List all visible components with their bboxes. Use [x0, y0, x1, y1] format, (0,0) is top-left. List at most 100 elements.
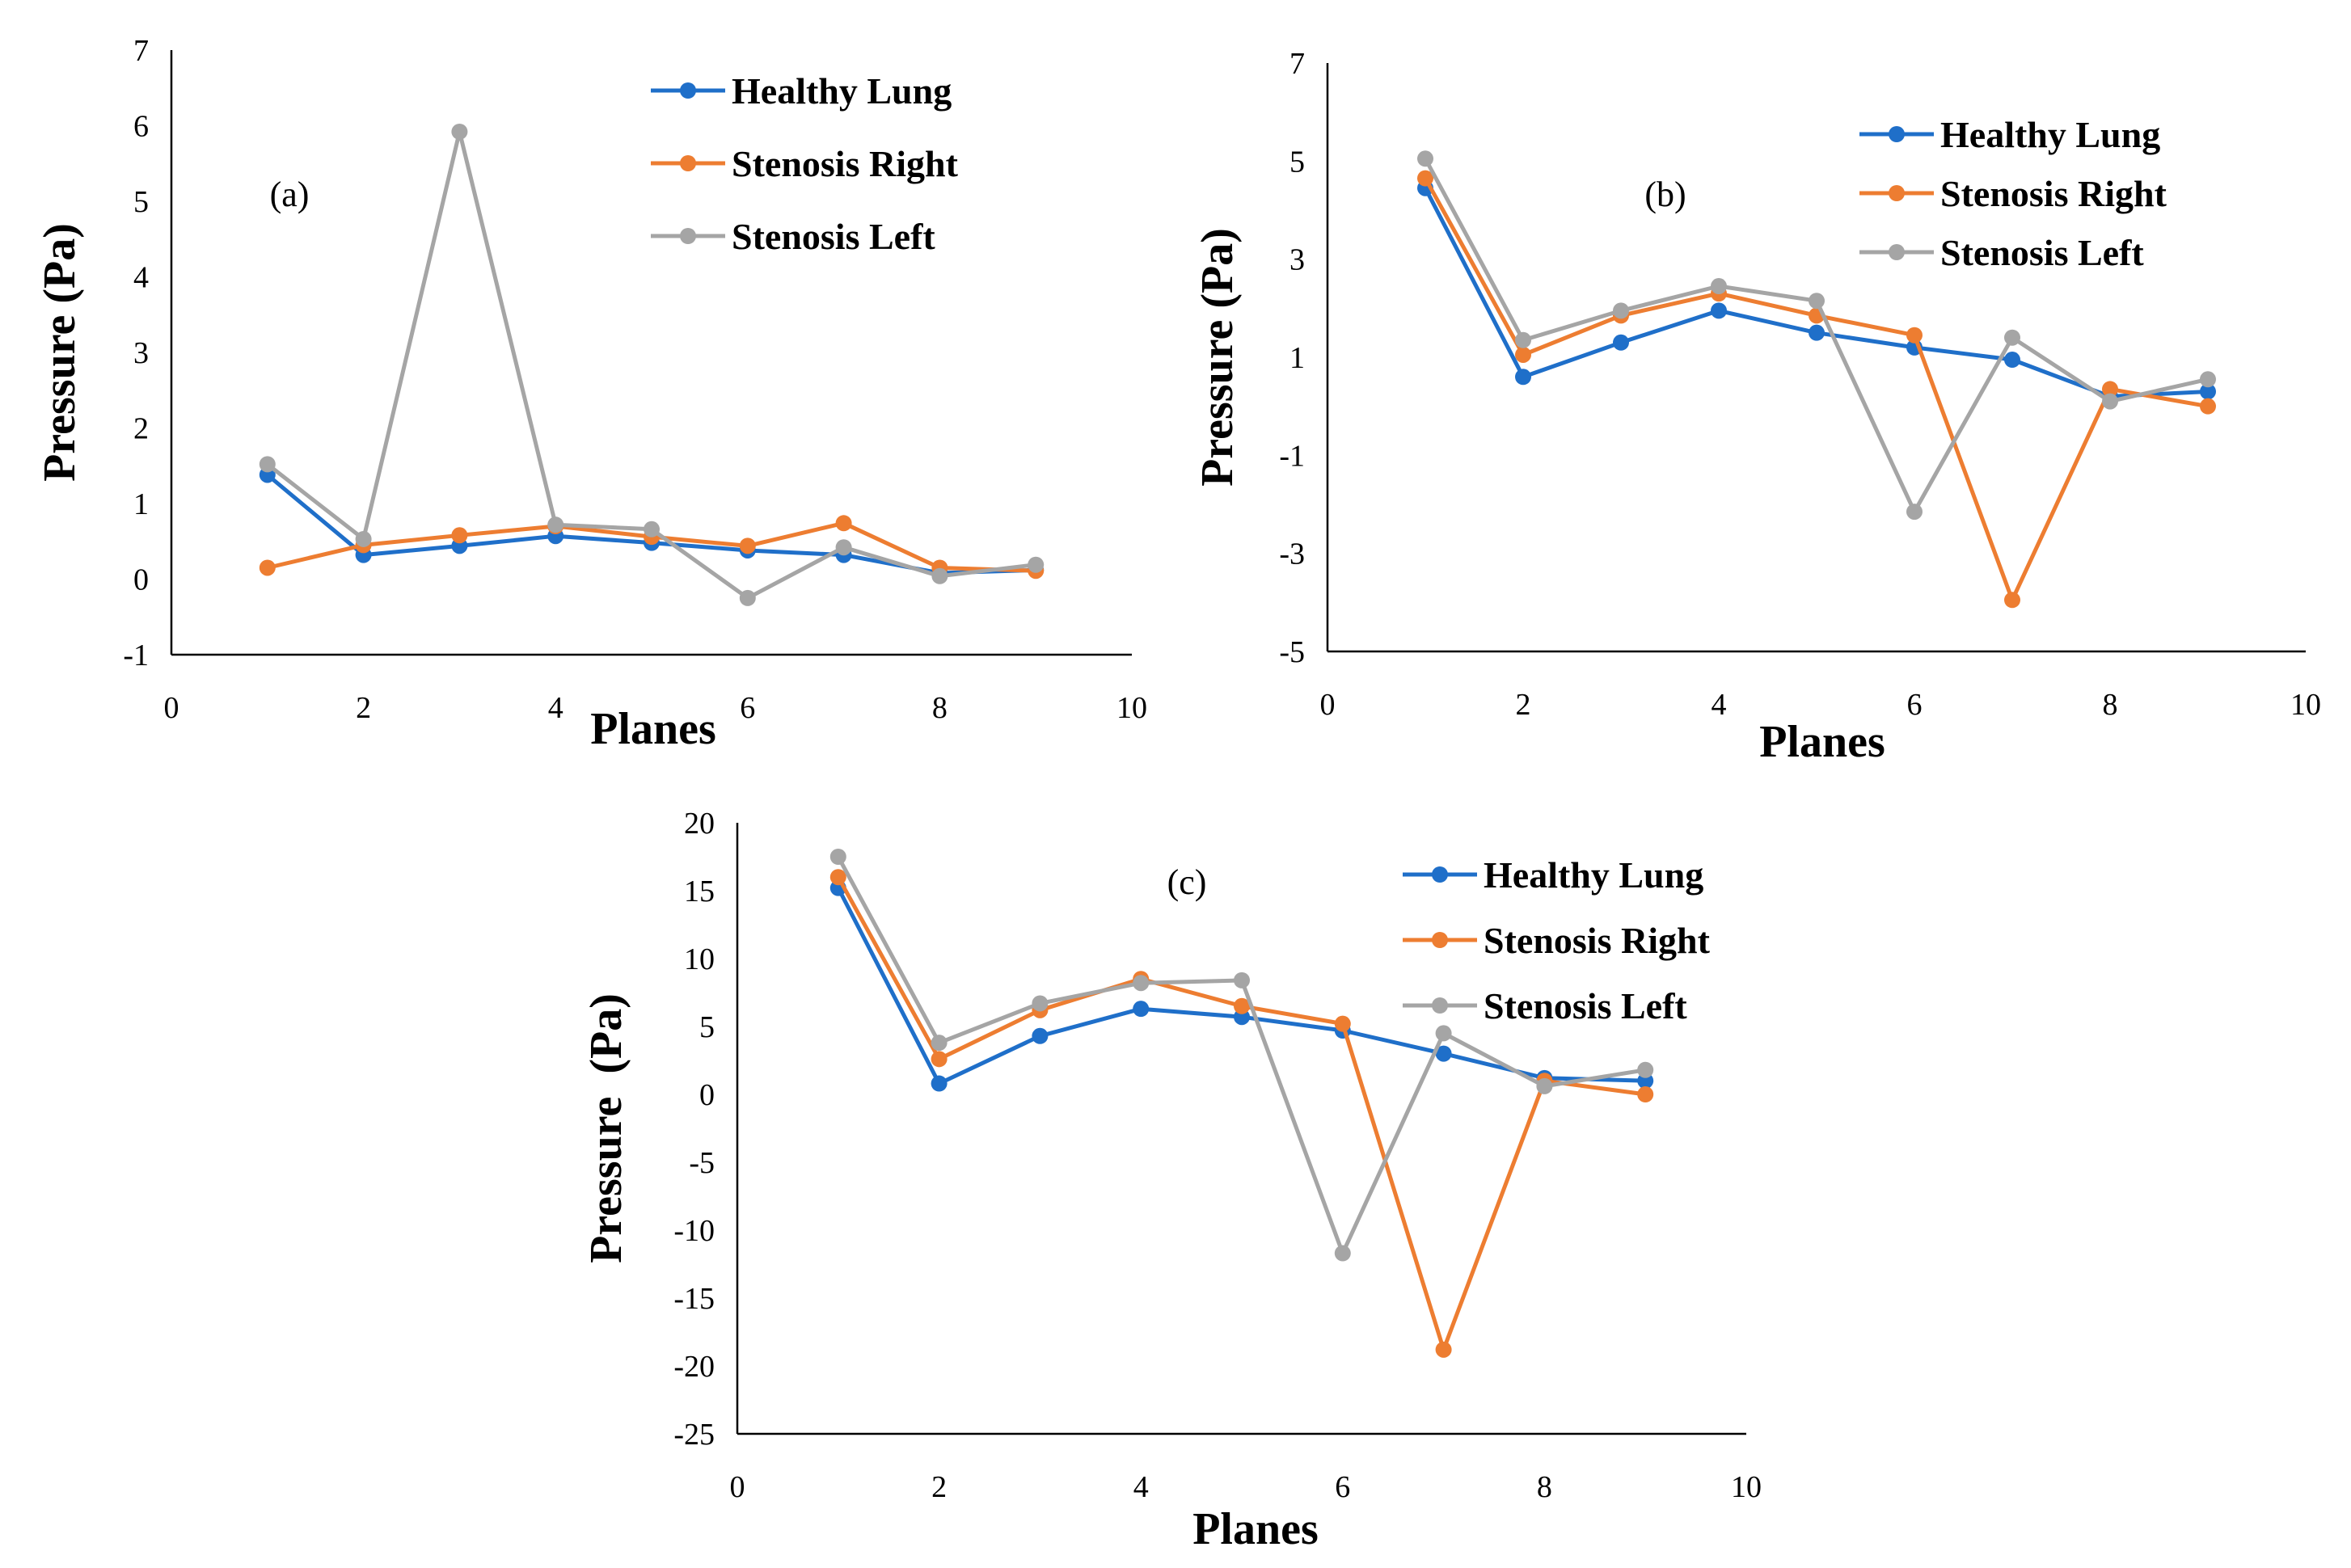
panel-b-ytick-label: 1 — [1289, 341, 1305, 375]
panel-a-legend-marker-stenosis-left — [680, 228, 696, 244]
panel-a-series-stenosis-right-point — [259, 559, 276, 576]
panel-a-series-stenosis-right-point — [739, 537, 756, 554]
panel-b-legend-marker-stenosis-right — [1889, 185, 1905, 201]
panel-b-series-healthy-lung-point — [2004, 352, 2020, 369]
panel-b-ytick-label: 7 — [1289, 47, 1305, 81]
panel-b-ytick-label: -1 — [1279, 439, 1305, 473]
panel-a-ytick-label: -1 — [123, 639, 149, 672]
panel-b-ytick-label: 5 — [1289, 145, 1305, 179]
panel-b-xtick-label: 8 — [2103, 688, 2118, 722]
panel-a-series-stenosis-right-point — [451, 527, 468, 544]
panel-c-ytick-label: 10 — [684, 942, 715, 976]
panel-a-legend: Healthy Lung Stenosis Right Stenosis Left — [651, 70, 959, 257]
panel-b-series-stenosis-left-point — [1809, 293, 1825, 310]
panel-c-legend-marker-stenosis-left — [1432, 997, 1448, 1014]
panel-b-series-stenosis-left-point — [1417, 150, 1433, 167]
panel-b-legend-label-healthy-lung: Healthy Lung — [1940, 114, 2160, 155]
panel-b-series-healthy-lung-line — [1423, 187, 2209, 398]
panel-c-series-healthy-lung-point — [1435, 1045, 1452, 1062]
panel-b-legend-marker-healthy-lung — [1889, 126, 1905, 142]
panel-c-series-stenosis-left-point — [1133, 975, 1150, 992]
panel-c-xtick-label: 8 — [1537, 1470, 1552, 1504]
panel-a: -1 0 1 2 3 4 5 6 7 0 2 4 6 8 10 Planes Pressure (Pa) (a) H… — [35, 34, 1147, 754]
panel-c-ytick-label: -25 — [673, 1418, 715, 1452]
panel-a-series-stenosis-left-point — [451, 123, 468, 140]
panel-b-xtick-label: 4 — [1712, 688, 1727, 722]
panel-b-xtick-label: 10 — [2290, 688, 2321, 722]
panel-c-series-stenosis-left-point — [931, 1035, 948, 1052]
panel-a-legend-marker-stenosis-right — [680, 155, 696, 171]
panel-a-series-stenosis-left-point — [931, 567, 948, 584]
panel-c-series-healthy-lung-point — [1032, 1027, 1049, 1044]
panel-c-series-stenosis-left-point — [1032, 995, 1049, 1012]
panel-c-series-stenosis-left-line — [836, 855, 1646, 1256]
panel-a-xtick-label: 0 — [164, 691, 179, 725]
panel-c-series-stenosis-left-point — [1637, 1061, 1654, 1078]
panel-a-x-axis-title: Planes — [590, 704, 716, 754]
panel-b-series-stenosis-right-point — [1515, 346, 1531, 363]
panel-c-ytick-label: 0 — [699, 1078, 715, 1112]
panel-c-series-stenosis-left — [829, 849, 1654, 1262]
panel-c-label: (c) — [1167, 862, 1207, 902]
panel-c-ytick-label: -20 — [673, 1350, 715, 1384]
panel-b-series-stenosis-right-point — [1906, 327, 1923, 344]
panel-c-series-healthy-lung-point — [1133, 1001, 1150, 1018]
panel-b-series-healthy-lung-point — [2200, 383, 2216, 400]
panel-a-series-stenosis-left — [259, 123, 1045, 606]
panel-b-y-axis-title: Pressure (Pa) — [1192, 228, 1243, 487]
panel-a-ytick-label: 3 — [133, 336, 149, 370]
panel-c-ytick-label: 5 — [699, 1010, 715, 1044]
panel-a-ytick-label: 4 — [133, 261, 149, 295]
panel-b-xtick-label: 6 — [1907, 688, 1923, 722]
panel-c-series-stenosis-right-point — [1435, 1341, 1452, 1358]
panel-a-ytick-label: 6 — [133, 110, 149, 144]
panel-b-series-stenosis-right-point — [2200, 398, 2216, 415]
panel-c-ytick-label: 15 — [684, 875, 715, 908]
panel-b-series-healthy-lung-point — [1809, 324, 1825, 341]
panel-c-series-stenosis-left-point — [1334, 1245, 1351, 1262]
panel-c-series-stenosis-left-point — [1536, 1077, 1553, 1094]
panel-a-xtick-label: 4 — [548, 691, 563, 725]
panel-b-label: (b) — [1644, 175, 1686, 214]
panel-a-xtick-label: 6 — [740, 691, 755, 725]
panel-c-y-axis-title: Pressure (Pa) — [581, 993, 631, 1263]
panel-c-xtick-label: 0 — [730, 1470, 745, 1504]
panel-c-legend-label-stenosis-right: Stenosis Right — [1484, 920, 1711, 961]
panel-a-xtick-label: 10 — [1116, 691, 1147, 725]
panel-a-ytick-label: 2 — [133, 412, 149, 446]
panel-a-legend-label-stenosis-right: Stenosis Right — [732, 143, 959, 184]
panel-a-ytick-label: 1 — [133, 487, 149, 521]
panel-c-xtick-label: 2 — [931, 1470, 947, 1504]
panel-b-series-stenosis-left — [1417, 150, 2216, 521]
panel-a-legend-label-stenosis-left: Stenosis Left — [732, 216, 935, 257]
panel-c-ytick-label: -10 — [673, 1214, 715, 1248]
panel-c-series-stenosis-left-point — [1234, 972, 1250, 988]
panel-c-series-stenosis-right-point — [1334, 1015, 1351, 1032]
panel-a-ytick-label: 5 — [133, 185, 149, 219]
panel-c-series-stenosis-right-point — [829, 869, 846, 886]
panel-a-series-stenosis-left-point — [644, 521, 660, 537]
panel-a-series-stenosis-left-point — [259, 456, 276, 473]
panel-c-series-healthy-lung-point — [931, 1075, 948, 1092]
panel-b-series-stenosis-left-point — [1613, 302, 1629, 319]
panel-a-series-stenosis-left-point — [835, 539, 852, 556]
panel-b-x-axis-title: Planes — [1759, 717, 1885, 767]
panel-a-series-stenosis-left-point — [1028, 556, 1045, 573]
panel-b-ytick-label: -3 — [1279, 537, 1305, 571]
panel-b-ytick-label: -5 — [1279, 635, 1305, 669]
panel-c: -25 -20 -15 -10 -5 0 5 10 15 20 0 2 4 6 8 10 Planes Press… — [581, 807, 1762, 1554]
panel-b-legend-label-stenosis-left: Stenosis Left — [1940, 232, 2144, 273]
panel-a-series-stenosis-left-point — [739, 589, 756, 606]
panel-b-series-stenosis-left-point — [1515, 331, 1531, 348]
panel-b-legend-label-stenosis-right: Stenosis Right — [1940, 173, 2167, 214]
panel-a-legend-label-healthy-lung: Healthy Lung — [732, 70, 952, 112]
panel-c-legend-label-healthy-lung: Healthy Lung — [1484, 854, 1703, 896]
panel-c-xtick-label: 6 — [1335, 1470, 1350, 1504]
panel-b-series-stenosis-left-point — [1906, 504, 1923, 521]
panel-b-series-healthy-lung-point — [1711, 302, 1727, 319]
panel-a-series-stenosis-left-point — [355, 530, 372, 547]
panel-b: -5 -3 -1 1 3 5 7 0 2 4 6 8 10 Planes Pressure (Pa) (b) H… — [1192, 47, 2321, 767]
panel-a-y-axis-title: Pressure (Pa) — [35, 223, 85, 482]
panel-b-xtick-label: 0 — [1320, 688, 1336, 722]
panel-b-series-stenosis-left-point — [2200, 371, 2216, 388]
